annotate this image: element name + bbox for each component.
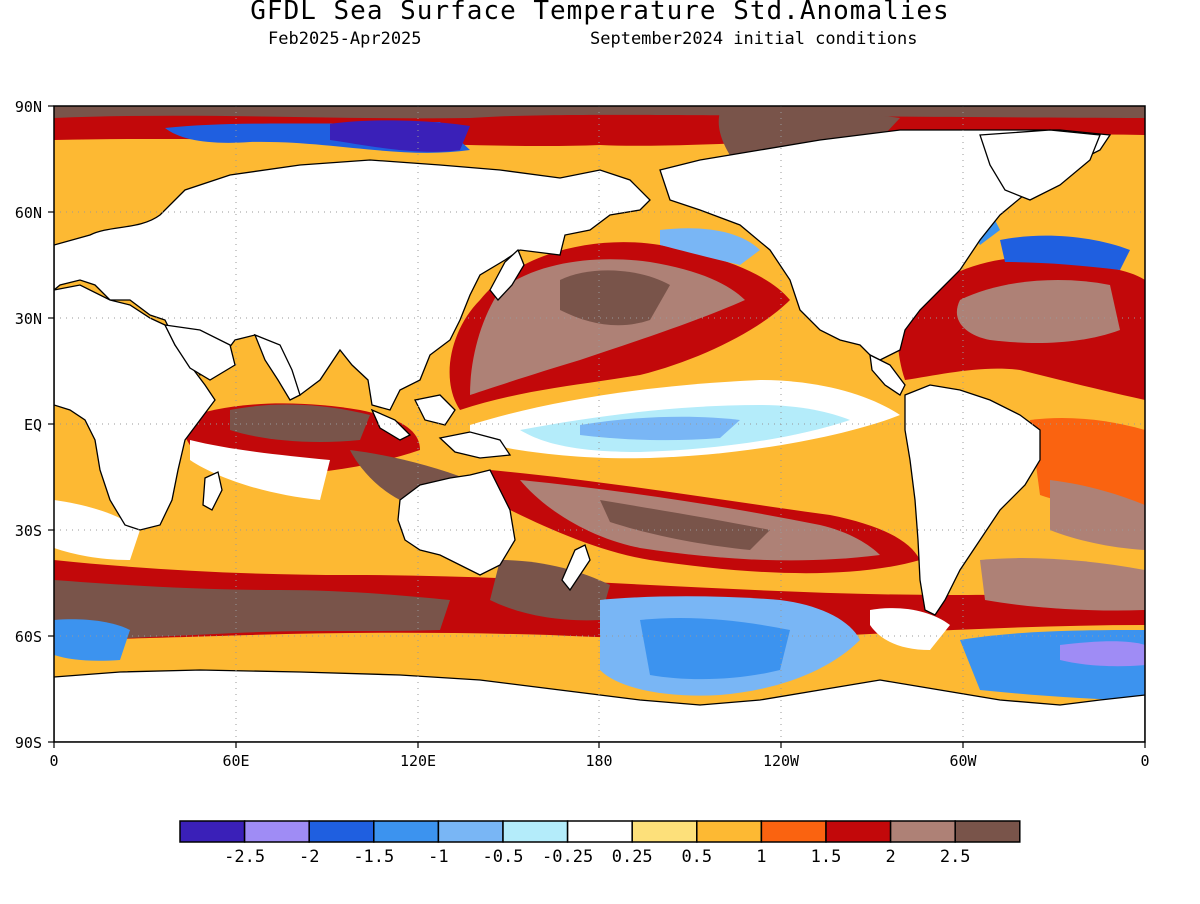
forecast-period: Feb2025-Apr2025 bbox=[268, 29, 422, 49]
lat-label: 90S bbox=[15, 734, 42, 752]
legend-swatch bbox=[566, 820, 633, 843]
lat-label: 90N bbox=[15, 98, 42, 116]
lon-label: 120W bbox=[763, 752, 800, 770]
legend-swatch bbox=[502, 820, 569, 843]
legend-swatch bbox=[825, 820, 892, 843]
legend-label: 2 bbox=[885, 847, 895, 867]
color-legend bbox=[179, 820, 1021, 843]
lon-label: 0 bbox=[1140, 752, 1149, 770]
legend-label: -0.5 bbox=[483, 847, 524, 867]
chart-title: GFDL Sea Surface Temperature Std.Anomali… bbox=[250, 0, 950, 26]
legend-label: -1.5 bbox=[353, 847, 394, 867]
legend-label: 1.5 bbox=[811, 847, 842, 867]
legend-label: -2 bbox=[299, 847, 319, 867]
legend-swatch bbox=[631, 820, 698, 843]
legend-label: 2.5 bbox=[940, 847, 971, 867]
lon-label: 0 bbox=[49, 752, 58, 770]
legend-swatch bbox=[760, 820, 827, 843]
lat-label: 30S bbox=[15, 522, 42, 540]
legend-swatch bbox=[243, 820, 310, 843]
legend-label: 0.25 bbox=[612, 847, 653, 867]
legend-swatch bbox=[889, 820, 956, 843]
legend-label: -2.5 bbox=[224, 847, 265, 867]
initial-conditions-label: September2024 initial conditions bbox=[590, 29, 918, 49]
legend-swatch bbox=[373, 820, 440, 843]
lon-label: 120E bbox=[400, 752, 436, 770]
axis-ticks bbox=[48, 105, 1146, 748]
land-masses bbox=[54, 129, 1145, 742]
lat-label: 60N bbox=[15, 204, 42, 222]
lat-label: 30N bbox=[15, 310, 42, 328]
legend-label: -1 bbox=[428, 847, 448, 867]
lat-label: EQ bbox=[24, 416, 42, 434]
legend-swatch bbox=[179, 820, 246, 843]
lon-label: 60E bbox=[222, 752, 249, 770]
lat-label: 60S bbox=[15, 628, 42, 646]
legend-label: -0.25 bbox=[542, 847, 593, 867]
legend-swatch bbox=[696, 820, 763, 843]
legend-swatch bbox=[437, 820, 504, 843]
latitude-labels: 90N 60N 30N EQ 30S 60S 90S bbox=[15, 98, 42, 752]
legend-label: 1 bbox=[756, 847, 766, 867]
lon-label: 180 bbox=[585, 752, 612, 770]
legend-swatch bbox=[954, 820, 1021, 843]
legend-label: 0.5 bbox=[681, 847, 712, 867]
longitude-labels: 0 60E 120E 180 120W 60W 0 bbox=[49, 752, 1149, 770]
legend-swatch bbox=[308, 820, 375, 843]
color-legend-labels: -2.5 -2 -1.5 -1 -0.5 -0.25 0.25 0.5 1 1.5 2 2.5 bbox=[224, 847, 970, 867]
lon-label: 60W bbox=[949, 752, 977, 770]
lat-lon-grid bbox=[54, 106, 1145, 742]
